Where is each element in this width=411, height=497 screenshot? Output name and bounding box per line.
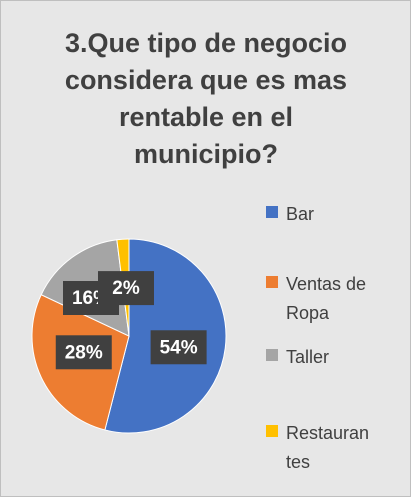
data-label-text: 54% xyxy=(160,337,198,358)
data-label-text: 2% xyxy=(112,278,140,299)
data-label-box xyxy=(150,330,207,365)
legend-label: Restaurantes xyxy=(286,423,370,472)
legend-swatch xyxy=(266,206,278,218)
legend-swatch xyxy=(266,349,278,361)
data-label: 54% xyxy=(150,330,207,365)
legend-swatch xyxy=(266,425,278,437)
data-label-box xyxy=(55,335,112,370)
data-label: 2% xyxy=(97,271,154,306)
data-label-text: 28% xyxy=(65,342,103,363)
chart-title: 3.Que tipo de negocio considera que es m… xyxy=(64,28,348,169)
legend-label: Ventas de Ropa xyxy=(286,274,367,323)
legend-swatch xyxy=(266,276,278,288)
legend-label: Taller xyxy=(286,347,330,367)
data-label: 28% xyxy=(55,335,112,370)
legend-label: Bar xyxy=(286,204,315,224)
data-label-box xyxy=(97,271,154,306)
